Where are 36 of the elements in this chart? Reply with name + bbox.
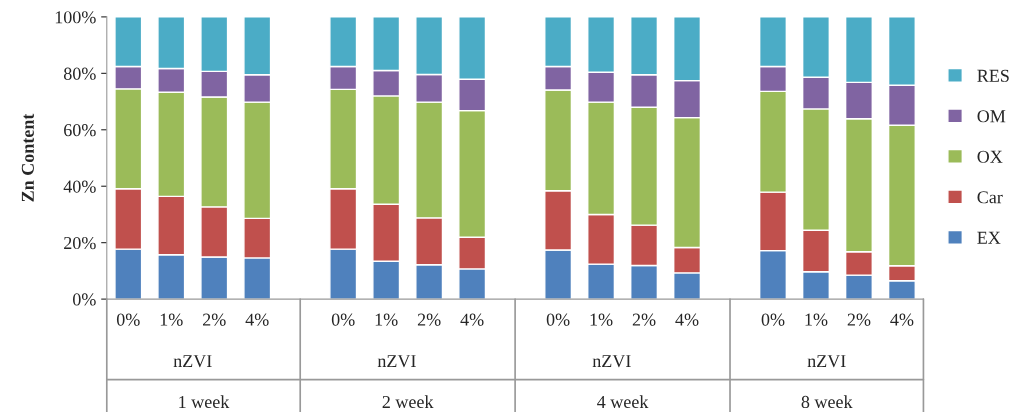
text: 1 week — [179, 395, 230, 409]
text: 2 week — [382, 395, 434, 409]
y-tick-label: 20% — [64, 236, 96, 250]
text: nZVI — [173, 355, 212, 368]
y-tick-label: 80% — [63, 67, 96, 80]
x-tick-label: 1% — [805, 313, 828, 326]
text: 4 week — [597, 395, 649, 409]
legend-label: RES — [977, 69, 1009, 82]
y-tick-label: 60% — [64, 124, 96, 137]
y-axis-title: Zn Content — [21, 113, 34, 202]
x-tick-label: 0% — [116, 313, 140, 326]
x-tick-label: 2% — [847, 313, 871, 326]
x-tick-label: 4% — [245, 313, 269, 326]
x-tick-label: 2% — [632, 313, 656, 326]
text: nZVI — [592, 355, 631, 368]
y-tick-label: 0% — [72, 293, 96, 306]
legend-label: Car — [977, 191, 1003, 204]
x-tick-label: 0% — [331, 313, 355, 326]
legend-label: EX — [977, 231, 1001, 244]
x-tick-label: 4% — [460, 313, 484, 326]
text: nZVI — [377, 355, 416, 368]
x-tick-label: 1% — [160, 313, 183, 326]
text: nZVI — [807, 355, 846, 368]
x-tick-label: 2% — [417, 313, 441, 326]
x-tick-label: 0% — [761, 313, 785, 326]
x-tick-label: 2% — [203, 313, 226, 326]
x-tick-label: 4% — [675, 313, 699, 326]
legend-label: OX — [977, 150, 1003, 163]
text: 8 week — [801, 395, 853, 409]
x-tick-label: 1% — [375, 313, 398, 326]
x-tick-label: 0% — [546, 313, 570, 326]
x-tick-label: 1% — [590, 313, 613, 326]
y-tick-label: 100% — [55, 11, 96, 24]
y-tick-label: 40% — [63, 180, 96, 193]
legend-label: OM — [977, 110, 1006, 123]
x-tick-label: 4% — [890, 313, 914, 326]
